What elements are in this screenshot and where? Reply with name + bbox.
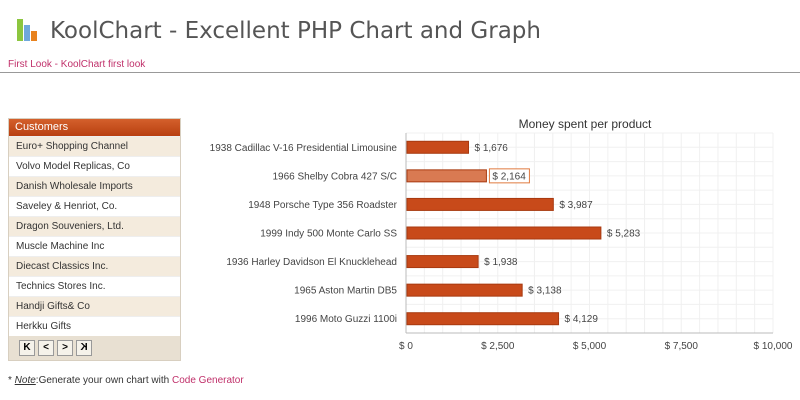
data-label: $ 5,283	[607, 229, 641, 240]
category-label: 1936 Harley Davidson El Knucklehead	[226, 257, 397, 268]
bar	[406, 283, 523, 297]
customers-header[interactable]: Customers	[9, 119, 180, 136]
bar	[406, 312, 560, 326]
chart-title: Money spent per product	[519, 117, 652, 131]
x-tick-label: $ 5,000	[573, 341, 607, 352]
code-generator-link[interactable]: Code Generator	[171, 375, 244, 386]
customer-row[interactable]: Diecast Classics Inc.	[9, 256, 180, 276]
customer-row[interactable]: Dragon Souveniers, Ltd.	[9, 216, 180, 236]
x-tick-label: $ 7,500	[665, 341, 699, 352]
category-label: 1966 Shelby Cobra 427 S/C	[272, 171, 397, 182]
category-label: 1938 Cadillac V-16 Presidential Limousin…	[210, 143, 398, 154]
bar	[406, 226, 602, 240]
note-prefix: *	[8, 375, 15, 386]
data-label: $ 2,164	[492, 171, 526, 182]
header-divider	[0, 72, 800, 73]
data-label: $ 4,129	[565, 314, 599, 325]
x-tick-label: $ 10,000	[754, 341, 793, 352]
customer-row[interactable]: Herkku Gifts	[9, 316, 180, 336]
customer-row[interactable]: Volvo Model Replicas, Co	[9, 156, 180, 176]
breadcrumb-link[interactable]: First Look - KoolChart first look	[8, 59, 146, 70]
data-label: $ 3,138	[528, 286, 562, 297]
customers-grid: Customers Euro+ Shopping Channel Volvo Mo…	[8, 118, 181, 361]
customer-row[interactable]: Handji Gifts& Co	[9, 296, 180, 316]
customer-row[interactable]: Danish Wholesale Imports	[9, 176, 180, 196]
note-label: Note	[14, 375, 36, 386]
data-label: $ 1,938	[484, 257, 518, 268]
first-page-button[interactable]: K	[19, 340, 35, 356]
next-page-button[interactable]: >	[57, 340, 73, 356]
data-label: $ 3,987	[559, 200, 593, 211]
customer-row[interactable]: Euro+ Shopping Channel	[9, 136, 180, 156]
x-tick-label: $ 0	[399, 341, 413, 352]
customer-row[interactable]: Technics Stores Inc.	[9, 276, 180, 296]
x-tick-label: $ 2,500	[481, 341, 515, 352]
category-label: 1999 Indy 500 Monte Carlo SS	[260, 229, 397, 240]
data-label: $ 1,676	[475, 143, 509, 154]
bar	[406, 255, 479, 269]
category-label: 1948 Porsche Type 356 Roadster	[248, 200, 397, 211]
bar	[406, 197, 554, 211]
category-label: 1965 Aston Martin DB5	[294, 286, 397, 297]
note-text: :Generate your own chart with	[35, 375, 172, 386]
page-title: KoolChart - Excellent PHP Chart and Grap…	[50, 18, 541, 44]
bar	[406, 140, 470, 154]
customer-row[interactable]: Muscle Machine Inc	[9, 236, 180, 256]
footer-note: * Note:Generate your own chart with Code…	[8, 375, 244, 386]
highlight-label-box	[488, 168, 530, 184]
koolchart-logo-icon	[17, 19, 37, 41]
customer-row[interactable]: Saveley & Henriot, Co.	[9, 196, 180, 216]
bar	[406, 169, 487, 183]
category-label: 1996 Moto Guzzi 1100i	[295, 314, 397, 325]
prev-page-button[interactable]: <	[38, 340, 54, 356]
pager: K < > K	[9, 336, 180, 360]
